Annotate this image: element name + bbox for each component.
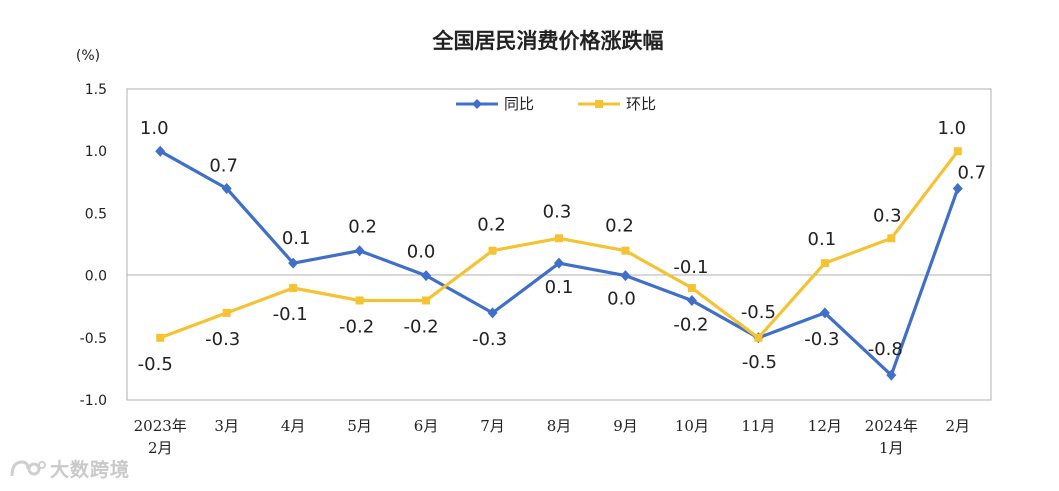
- y-axis-ticks: 1.5 1.0 0.5 0.0 -0.5 -1.0: [80, 82, 107, 409]
- data-label: -0.8: [868, 339, 903, 360]
- data-label: -0.1: [673, 257, 708, 278]
- x-tick-label: 2月: [945, 417, 970, 435]
- data-point: [488, 246, 497, 255]
- x-tick-label: 12月: [808, 417, 842, 435]
- data-point: [952, 183, 963, 195]
- data-point: [819, 307, 830, 319]
- data-label: 1.0: [937, 118, 966, 139]
- data-point: [554, 257, 564, 269]
- x-tick-label: 5月: [347, 417, 372, 435]
- chart-title: 全国居民消费价格涨跌幅: [432, 29, 664, 53]
- y-tick-label: -0.5: [80, 331, 107, 347]
- data-label: -0.3: [804, 329, 839, 350]
- watermark-text: 大数跨境: [50, 459, 131, 481]
- x-axis-ticks: 2023年 2月 3月 4月 5月 6月 7月 8月 9月 10月 11月 12月 2024年 1月 2月: [134, 417, 970, 457]
- x-tick-label: 8月: [547, 417, 572, 435]
- data-point: [555, 234, 563, 243]
- data-label: 0.2: [348, 217, 377, 238]
- x-tick-label: 4月: [281, 417, 306, 435]
- data-point: [754, 333, 763, 342]
- x-tick-label: 2月: [148, 439, 173, 457]
- data-label: -0.3: [205, 329, 240, 350]
- data-point: [887, 234, 896, 243]
- data-label: -0.2: [404, 316, 439, 337]
- x-tick-label: 6月: [414, 417, 439, 435]
- y-tick-label: 0.0: [85, 269, 107, 285]
- data-point: [422, 296, 431, 305]
- data-label: -0.5: [138, 354, 173, 375]
- data-point: [156, 333, 165, 342]
- y-tick-label: 0.5: [85, 206, 107, 222]
- data-label: -0.2: [339, 316, 374, 337]
- x-tick-label: 2024年: [865, 417, 918, 435]
- x-tick-label: 10月: [675, 417, 709, 435]
- data-label: 0.7: [209, 156, 238, 177]
- legend-swatch-marker: [472, 99, 482, 109]
- data-label: 0.0: [407, 242, 436, 263]
- watermark: 大数跨境: [8, 455, 130, 482]
- data-point: [487, 307, 498, 319]
- data-label: -0.5: [742, 352, 777, 373]
- data-point: [953, 147, 962, 156]
- data-point: [289, 284, 298, 293]
- series-layer: 1.0 0.7 0.1 0.2 0.0 -0.3 0.1 0.0 -0.2 -0.5 -0.3 -0.…: [138, 118, 986, 381]
- y-axis-unit: (%): [76, 48, 100, 64]
- data-label: 0.1: [808, 229, 837, 250]
- x-tick-label: 2023年: [134, 417, 187, 435]
- data-label: 0.7: [957, 163, 986, 184]
- x-tick-label: 9月: [613, 417, 638, 435]
- legend-swatch-marker: [595, 100, 603, 108]
- legend: 同比 环比: [456, 95, 656, 113]
- legend-label: 同比: [504, 95, 534, 113]
- plot-area: [126, 88, 992, 401]
- data-point: [222, 308, 231, 317]
- x-tick-label: 7月: [480, 417, 505, 435]
- data-point: [354, 245, 365, 257]
- data-point: [355, 296, 364, 305]
- data-label: 0.3: [543, 201, 572, 222]
- data-label: 0.1: [545, 277, 574, 298]
- data-point: [155, 145, 166, 157]
- x-tick-label: 11月: [741, 417, 775, 435]
- y-tick-label: -1.0: [80, 393, 107, 409]
- data-point: [221, 183, 232, 195]
- y-tick-label: 1.5: [85, 82, 107, 98]
- y-tick-label: 1.0: [85, 144, 107, 160]
- data-point: [288, 257, 299, 269]
- data-label: 0.3: [873, 205, 902, 226]
- data-point: [820, 259, 829, 268]
- x-tick-label: 1月: [879, 439, 904, 457]
- data-point: [621, 246, 630, 255]
- data-label: 0.0: [607, 289, 636, 310]
- data-point: [687, 284, 696, 293]
- data-label: 0.1: [282, 228, 311, 249]
- data-point: [620, 270, 631, 282]
- legend-label: 环比: [626, 95, 656, 113]
- data-point: [686, 294, 697, 306]
- x-tick-label: 3月: [214, 417, 239, 435]
- data-point: [421, 270, 432, 282]
- data-label: 0.2: [605, 216, 634, 237]
- data-point: [886, 369, 897, 381]
- data-label: -0.3: [472, 329, 507, 350]
- data-label: -0.5: [741, 302, 776, 323]
- data-label: -0.1: [273, 304, 308, 325]
- data-label: 0.2: [477, 215, 506, 236]
- watermark-logo-icon: [10, 459, 46, 476]
- data-label: -0.2: [673, 314, 708, 335]
- data-label: 1.0: [140, 118, 169, 139]
